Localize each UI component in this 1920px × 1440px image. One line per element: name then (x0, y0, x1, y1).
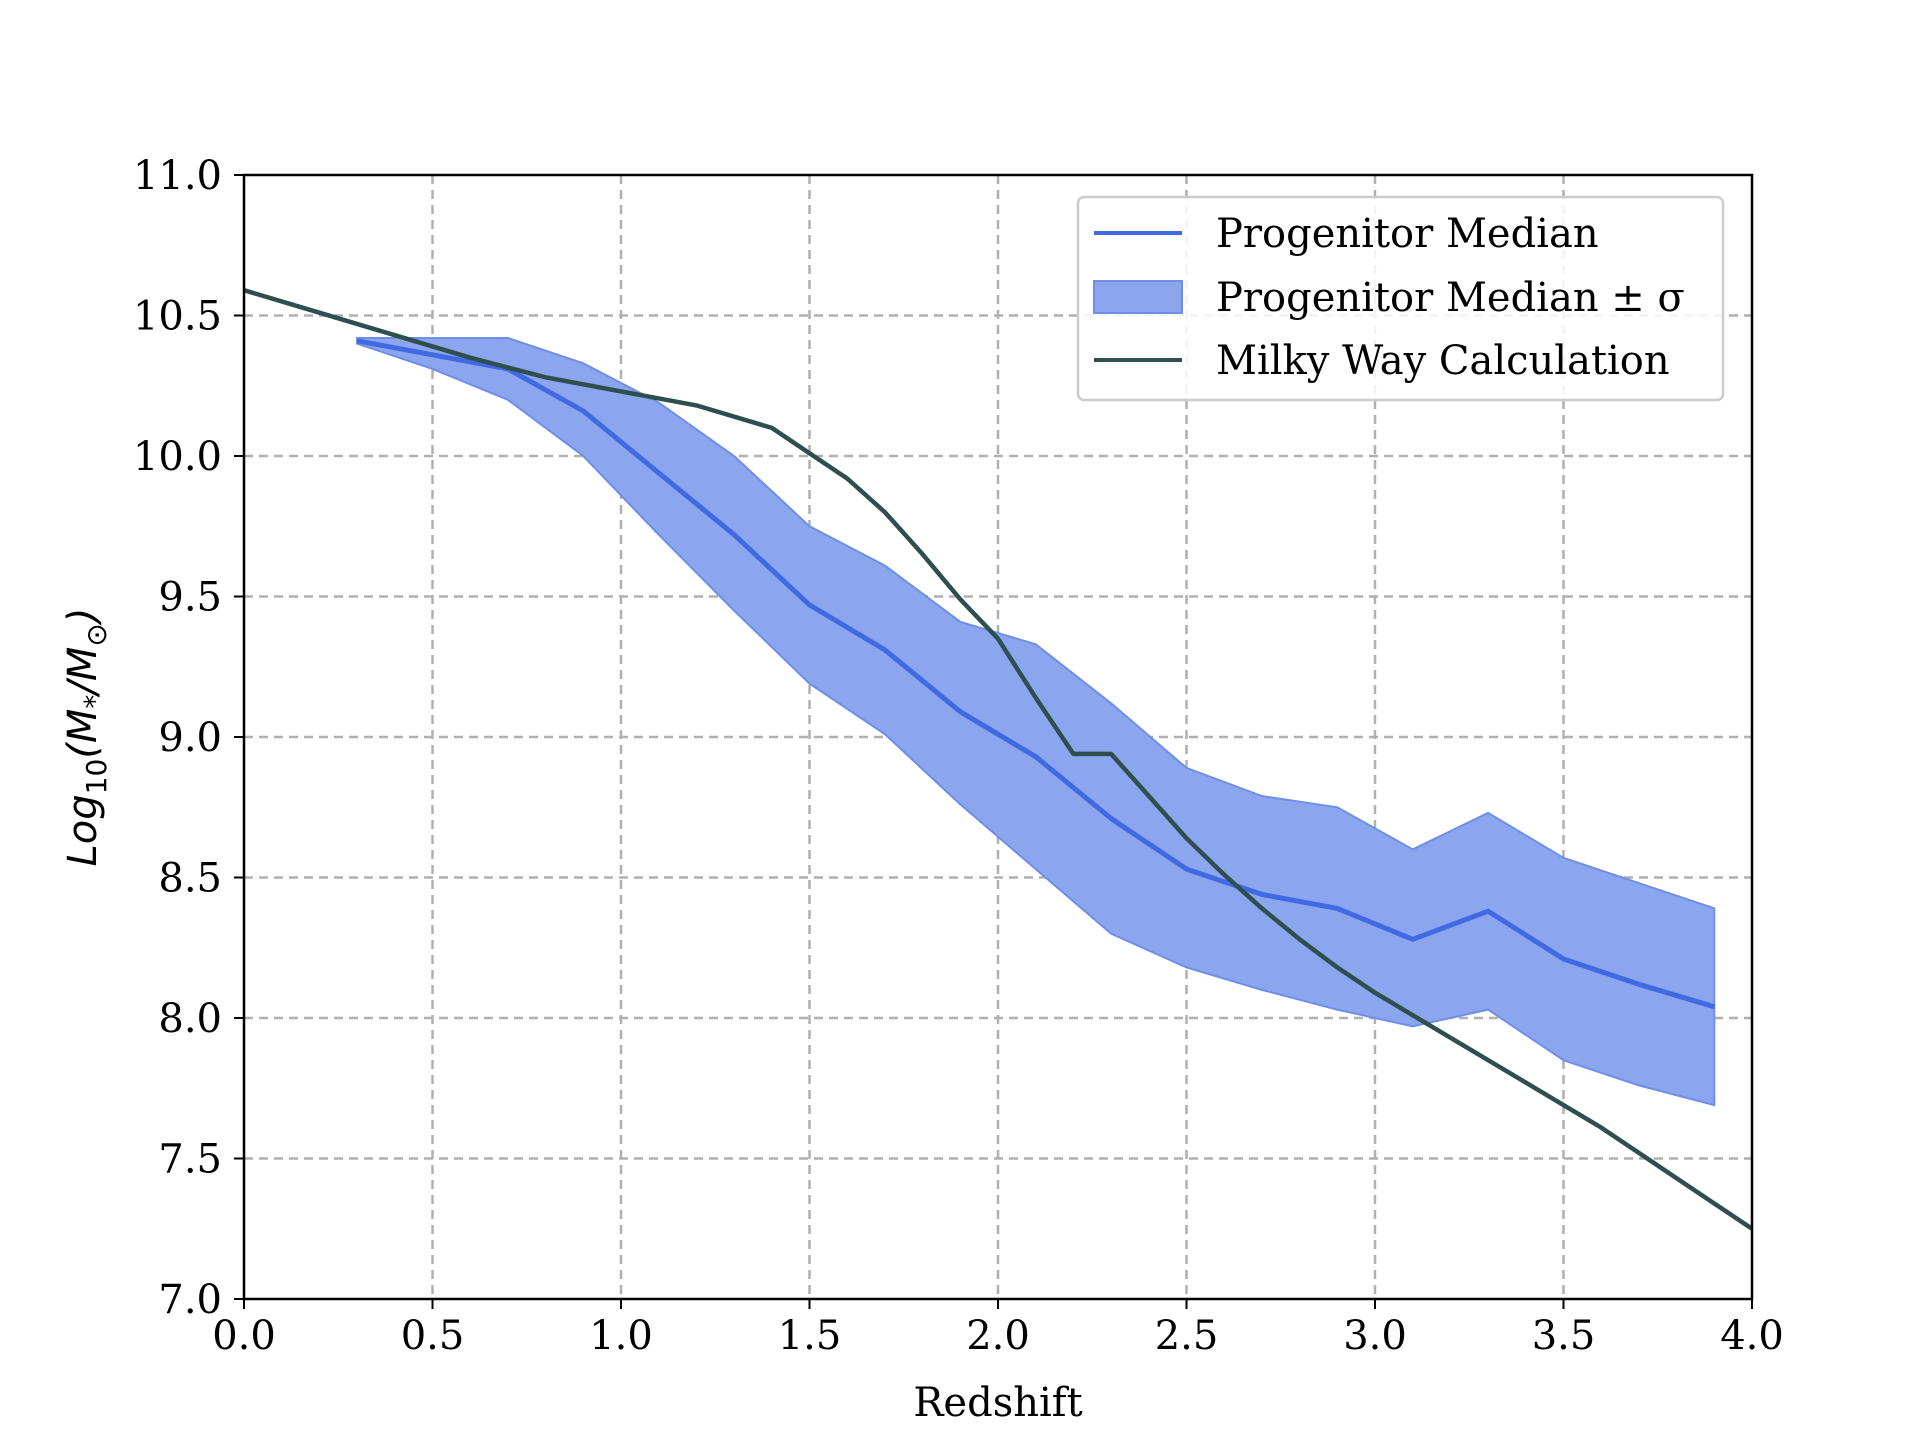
y-axis-label-log: Log (60, 794, 106, 866)
x-tick-label: 0.5 (401, 1313, 465, 1359)
y-tick-label: 7.0 (158, 1277, 222, 1323)
series-progenitor-median (356, 338, 1716, 1010)
y-axis-label-slash: /M (60, 647, 106, 698)
y-tick-label: 8.5 (158, 856, 222, 902)
y-tick-label: 9.5 (158, 575, 222, 621)
series-milky-way (243, 288, 1754, 1231)
legend-swatch-progenitor-band (1093, 280, 1183, 314)
series-progenitor-band (356, 337, 1716, 1107)
y-axis-label-sub: 10 (80, 759, 113, 795)
x-tick-label: 2.0 (966, 1313, 1030, 1359)
y-axis-label-sun: ⊙ (80, 623, 113, 646)
legend-label-milky-way: Milky Way Calculation (1216, 338, 1670, 384)
x-axis-label: Redshift (913, 1380, 1082, 1426)
y-tick-label: 11.0 (133, 153, 222, 199)
y-tick-label: 10.5 (133, 294, 222, 340)
x-tick-label: 1.0 (589, 1313, 653, 1359)
y-tick-label: 7.5 (158, 1137, 222, 1183)
legend-label-progenitor-median: Progenitor Median (1216, 211, 1599, 257)
y-axis-label: Log10(M*/M⊙) (60, 608, 113, 867)
y-tick-label: 10.0 (133, 434, 222, 480)
legend-box (1076, 195, 1725, 402)
y-axis-label-star: * (78, 695, 111, 709)
y-axis-label-close: ) (60, 608, 106, 627)
x-tick-label: 4.0 (1720, 1313, 1784, 1359)
y-tick-label: 9.0 (158, 715, 222, 761)
x-tick-label: 2.5 (1155, 1313, 1219, 1359)
legend: Progenitor Median Progenitor Median ± σ … (1076, 195, 1725, 402)
y-axis-label-expr: (M (60, 709, 106, 759)
legend-label-progenitor-band: Progenitor Median ± σ (1216, 275, 1685, 321)
x-tick-label: 1.5 (778, 1313, 842, 1359)
y-tick-label: 8.0 (158, 996, 222, 1042)
x-tick-label: 3.5 (1532, 1313, 1596, 1359)
x-tick-label: 3.0 (1343, 1313, 1407, 1359)
axis-ticks: 0.0 0.5 1.0 1.5 2.0 2.5 3.0 3.5 4.0 7.0 7.5 8.0 8.5 9… (133, 153, 1784, 1359)
x-tick-label: 0.0 (212, 1313, 276, 1359)
plot-area (243, 288, 1754, 1231)
